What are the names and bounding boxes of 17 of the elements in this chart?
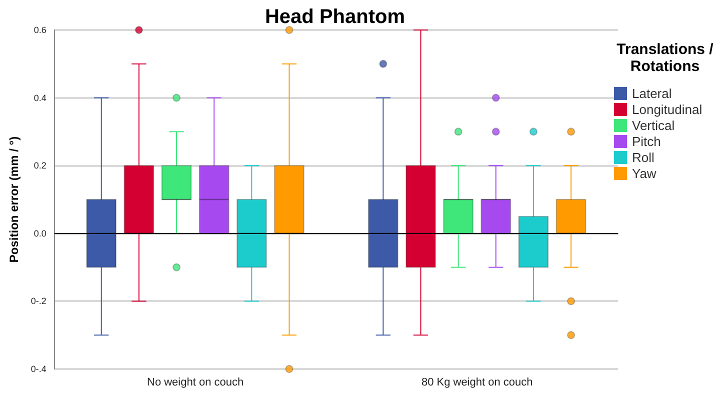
x-tick-label: No weight on couch: [146, 376, 244, 388]
y-tick-label: 0.4: [34, 92, 46, 103]
legend-label: Roll: [632, 150, 655, 165]
chart-title: Head Phantom: [264, 6, 406, 28]
legend-label: Longitudinal: [632, 102, 702, 117]
y-tick-label: 0.6: [34, 25, 46, 35]
legend-label: Yaw: [632, 166, 657, 181]
y-tick-label: 0.0: [34, 228, 46, 238]
y-tick-label: 0.2: [34, 160, 46, 171]
legend-label: Vertical: [632, 118, 675, 133]
x-tick-label: 80 Kg weight on couch: [421, 376, 533, 388]
legend-title: Translations / Rotations: [616, 41, 714, 75]
y-axis-title: Position error (mm / °): [7, 136, 21, 263]
y-tick-label: 0-.4: [30, 364, 46, 374]
y-tick-label: 0-.2: [30, 296, 46, 306]
legend-label: Pitch: [632, 134, 661, 149]
legend-label: Lateral: [632, 86, 672, 101]
